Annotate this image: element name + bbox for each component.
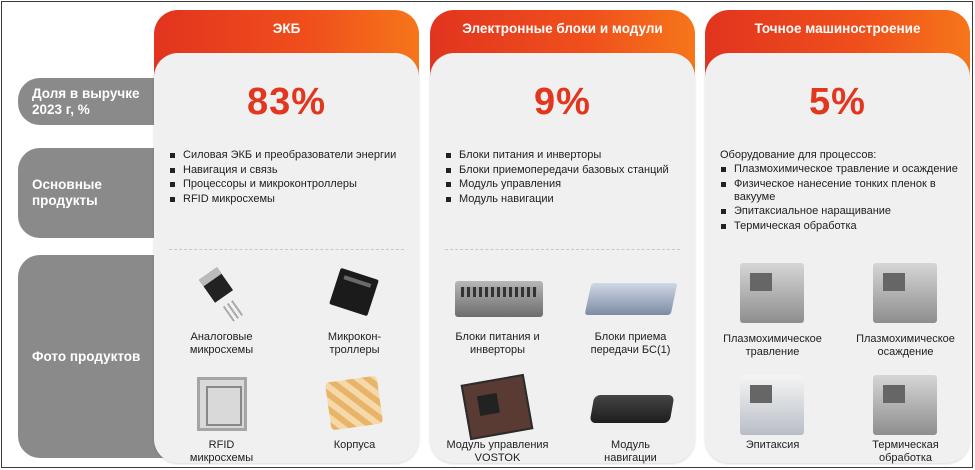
photo-caption: инверторы <box>470 344 525 356</box>
list-item: Навигация и связь <box>169 164 409 177</box>
segment-body: 83% Силовая ЭКБ и преобразователи энерги… <box>154 53 419 465</box>
divider <box>445 249 680 250</box>
revenue-share-value: 9% <box>534 81 591 123</box>
product-photo-epitaxy: Эпитаксия <box>710 375 835 452</box>
photo-caption: Модуль управления <box>446 439 549 451</box>
microcontroller-image <box>329 267 379 317</box>
segment-column-precision-engineering: Точное машиностроение 5% Оборудование дл… <box>705 10 970 465</box>
list-item: Блоки питания и инверторы <box>445 149 685 162</box>
divider <box>169 249 404 250</box>
photo-caption: микросхемы <box>189 452 254 464</box>
rfid-chip-image <box>197 377 247 431</box>
epitaxy-machine-image <box>740 375 804 435</box>
photo-caption: обработка <box>878 452 933 464</box>
photo-caption: Плазмохимическое <box>723 333 822 345</box>
photo-caption: Плазмохимическое <box>856 333 955 345</box>
row-label-product-photos: Фото продуктов <box>18 255 168 458</box>
photo-caption: навигации <box>604 452 657 464</box>
photo-caption: Блоки питания и <box>455 331 540 343</box>
photo-caption: Микрокон- <box>327 331 382 343</box>
list-item: Модуль управления <box>445 178 685 191</box>
revenue-share-value: 5% <box>809 81 866 123</box>
photo-caption: VOSTOK <box>474 452 521 464</box>
photo-caption: травление <box>745 346 800 358</box>
product-photo-rfid: RFID микросхемы <box>159 375 284 465</box>
product-photo-base-station: Блоки приема передачи БС(1) <box>568 267 693 357</box>
photo-caption: Блоки приема <box>594 331 667 343</box>
power-supply-image <box>455 281 543 317</box>
product-photo-control-module: Модуль управления VOSTOK <box>435 373 560 465</box>
photo-caption: троллеры <box>329 344 380 356</box>
photo-caption: RFID <box>208 439 235 451</box>
list-item: Эпитаксиальное наращивание <box>720 205 960 218</box>
photo-caption: осаждение <box>877 346 934 358</box>
base-station-unit-image <box>584 283 678 315</box>
plasma-etching-machine-image <box>740 263 804 323</box>
product-photo-thermal-processing: Термическая обработка <box>843 375 968 465</box>
thermal-processing-machine-image <box>873 375 937 435</box>
navigation-module-image <box>589 395 675 423</box>
analog-ic-image <box>198 267 234 303</box>
list-item: Плазмохимическое травление и осаждение <box>720 163 960 176</box>
product-list: Силовая ЭКБ и преобразователи энергии На… <box>169 149 409 207</box>
row-label-revenue-share: Доля в выручке 2023 г, % <box>18 78 168 125</box>
segment-column-electronic-blocks: Электронные блоки и модули 9% Блоки пита… <box>430 10 695 465</box>
product-photo-packages: Корпуса <box>292 375 417 452</box>
list-item: Процессоры и микроконтроллеры <box>169 178 409 191</box>
product-photo-navigation-module: Модуль навигации <box>568 375 693 465</box>
packages-image <box>324 375 384 431</box>
list-item: Блоки приемопередачи базовых станций <box>445 164 685 177</box>
segment-body: 9% Блоки питания и инверторы Блоки прием… <box>430 53 695 465</box>
list-item: Физическое нанесение тонких пленок в вак… <box>720 178 960 204</box>
plasma-deposition-machine-image <box>873 263 937 323</box>
row-label-main-products: Основные продукты <box>18 148 168 238</box>
photo-caption: микросхемы <box>189 344 254 356</box>
product-photo-microcontroller: Микрокон-троллеры <box>292 267 417 357</box>
product-photo-plasma-etching: Плазмохимическое травление <box>710 263 835 359</box>
equipment-intro: Оборудование для процессов: <box>720 149 877 161</box>
product-photo-power-supply: Блоки питания и инверторы <box>435 267 560 357</box>
photo-caption: Эпитаксия <box>745 439 800 451</box>
segment-body: 5% Оборудование для процессов: Плазмохим… <box>705 53 970 465</box>
list-item: Модуль навигации <box>445 193 685 206</box>
product-photo-plasma-deposition: Плазмохимическое осаждение <box>843 263 968 359</box>
photo-caption: Термическая <box>872 439 939 451</box>
product-list: Плазмохимическое травление и осаждение Ф… <box>720 163 960 234</box>
photo-caption: Корпуса <box>333 439 376 451</box>
product-list: Блоки питания и инверторы Блоки приемопе… <box>445 149 685 207</box>
segment-column-ekb: ЭКБ 83% Силовая ЭКБ и преобразователи эн… <box>154 10 419 465</box>
list-item: RFID микросхемы <box>169 193 409 206</box>
control-module-image <box>460 373 534 441</box>
product-photo-analog-ic: Аналоговые микросхемы <box>159 267 284 357</box>
photo-caption: Модуль <box>611 439 650 451</box>
photo-caption: Аналоговые <box>190 331 253 343</box>
revenue-share-value: 83% <box>246 81 327 123</box>
photo-caption: передачи БС(1) <box>590 344 671 356</box>
list-item: Силовая ЭКБ и преобразователи энергии <box>169 149 409 162</box>
list-item: Термическая обработка <box>720 220 960 233</box>
